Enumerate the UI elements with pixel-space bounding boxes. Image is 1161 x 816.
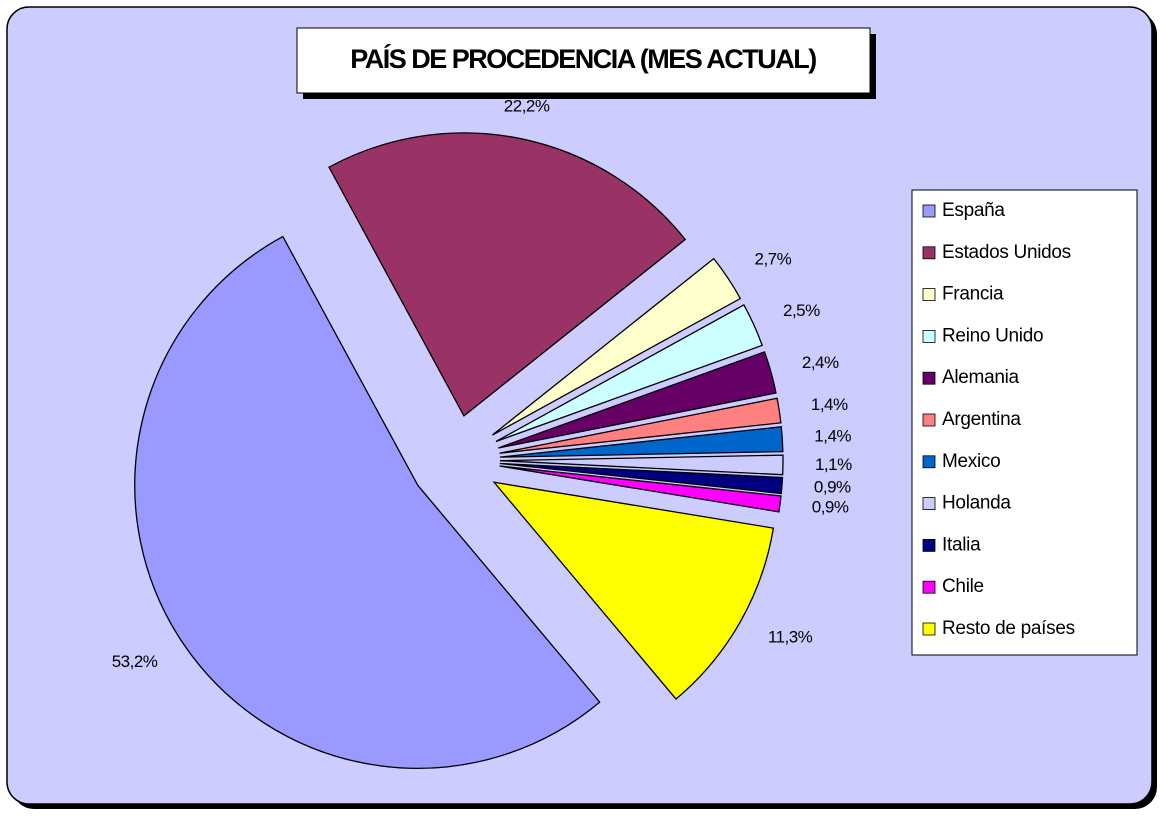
legend-label: Reino Unido [942,325,1043,346]
data-label: 1,1% [815,455,852,474]
data-label: 53,2% [112,652,158,671]
legend-swatch [922,204,936,218]
data-label: 1,4% [811,395,848,414]
pie-slice [134,235,601,769]
pie-slice [499,397,782,454]
legend-label: España [942,200,1005,221]
legend-swatch [922,580,936,594]
pie-slice [499,426,784,458]
legend-box [911,189,1138,656]
legend-label: Chile [942,576,984,597]
legend-swatch [922,622,936,636]
pie-slice [328,132,687,417]
legend-label: Holanda [942,493,1011,514]
data-label: 0,9% [814,477,851,496]
data-label: 22,2% [504,97,550,116]
legend-swatch [922,246,936,260]
chart-title: PAÍS DE PROCEDENCIA (MES ACTUAL) [350,43,816,74]
title-box [296,27,871,94]
data-label: 2,7% [755,250,792,269]
legend-swatch [922,497,936,511]
pie-slice [499,462,784,495]
legend-label: Alemania [942,367,1020,388]
data-label: 11,3% [768,628,813,647]
pie-slice [499,465,782,513]
pie-slice [495,304,764,443]
data-label: 2,4% [802,353,839,372]
legend-swatch [922,288,936,302]
pie-slice [499,454,784,476]
pie-slice [498,351,777,449]
pie-slice [492,257,742,436]
legend-swatch [922,371,936,385]
legend-label: Mexico [942,451,1000,472]
data-label: 1,4% [814,427,851,446]
legend-swatch [922,329,936,343]
legend-label: Argentina [942,409,1021,430]
legend-swatch [922,455,936,469]
legend-label: Estados Unidos [942,242,1071,263]
pie-slice [492,481,775,700]
data-label: 2,5% [783,301,820,320]
legend-label: Francia [942,284,1004,305]
data-label: 0,9% [812,498,849,517]
legend-swatch [922,539,936,552]
legend-swatch [922,413,936,427]
legend-label: Resto de países [942,618,1075,639]
legend-label: Italia [942,534,981,555]
